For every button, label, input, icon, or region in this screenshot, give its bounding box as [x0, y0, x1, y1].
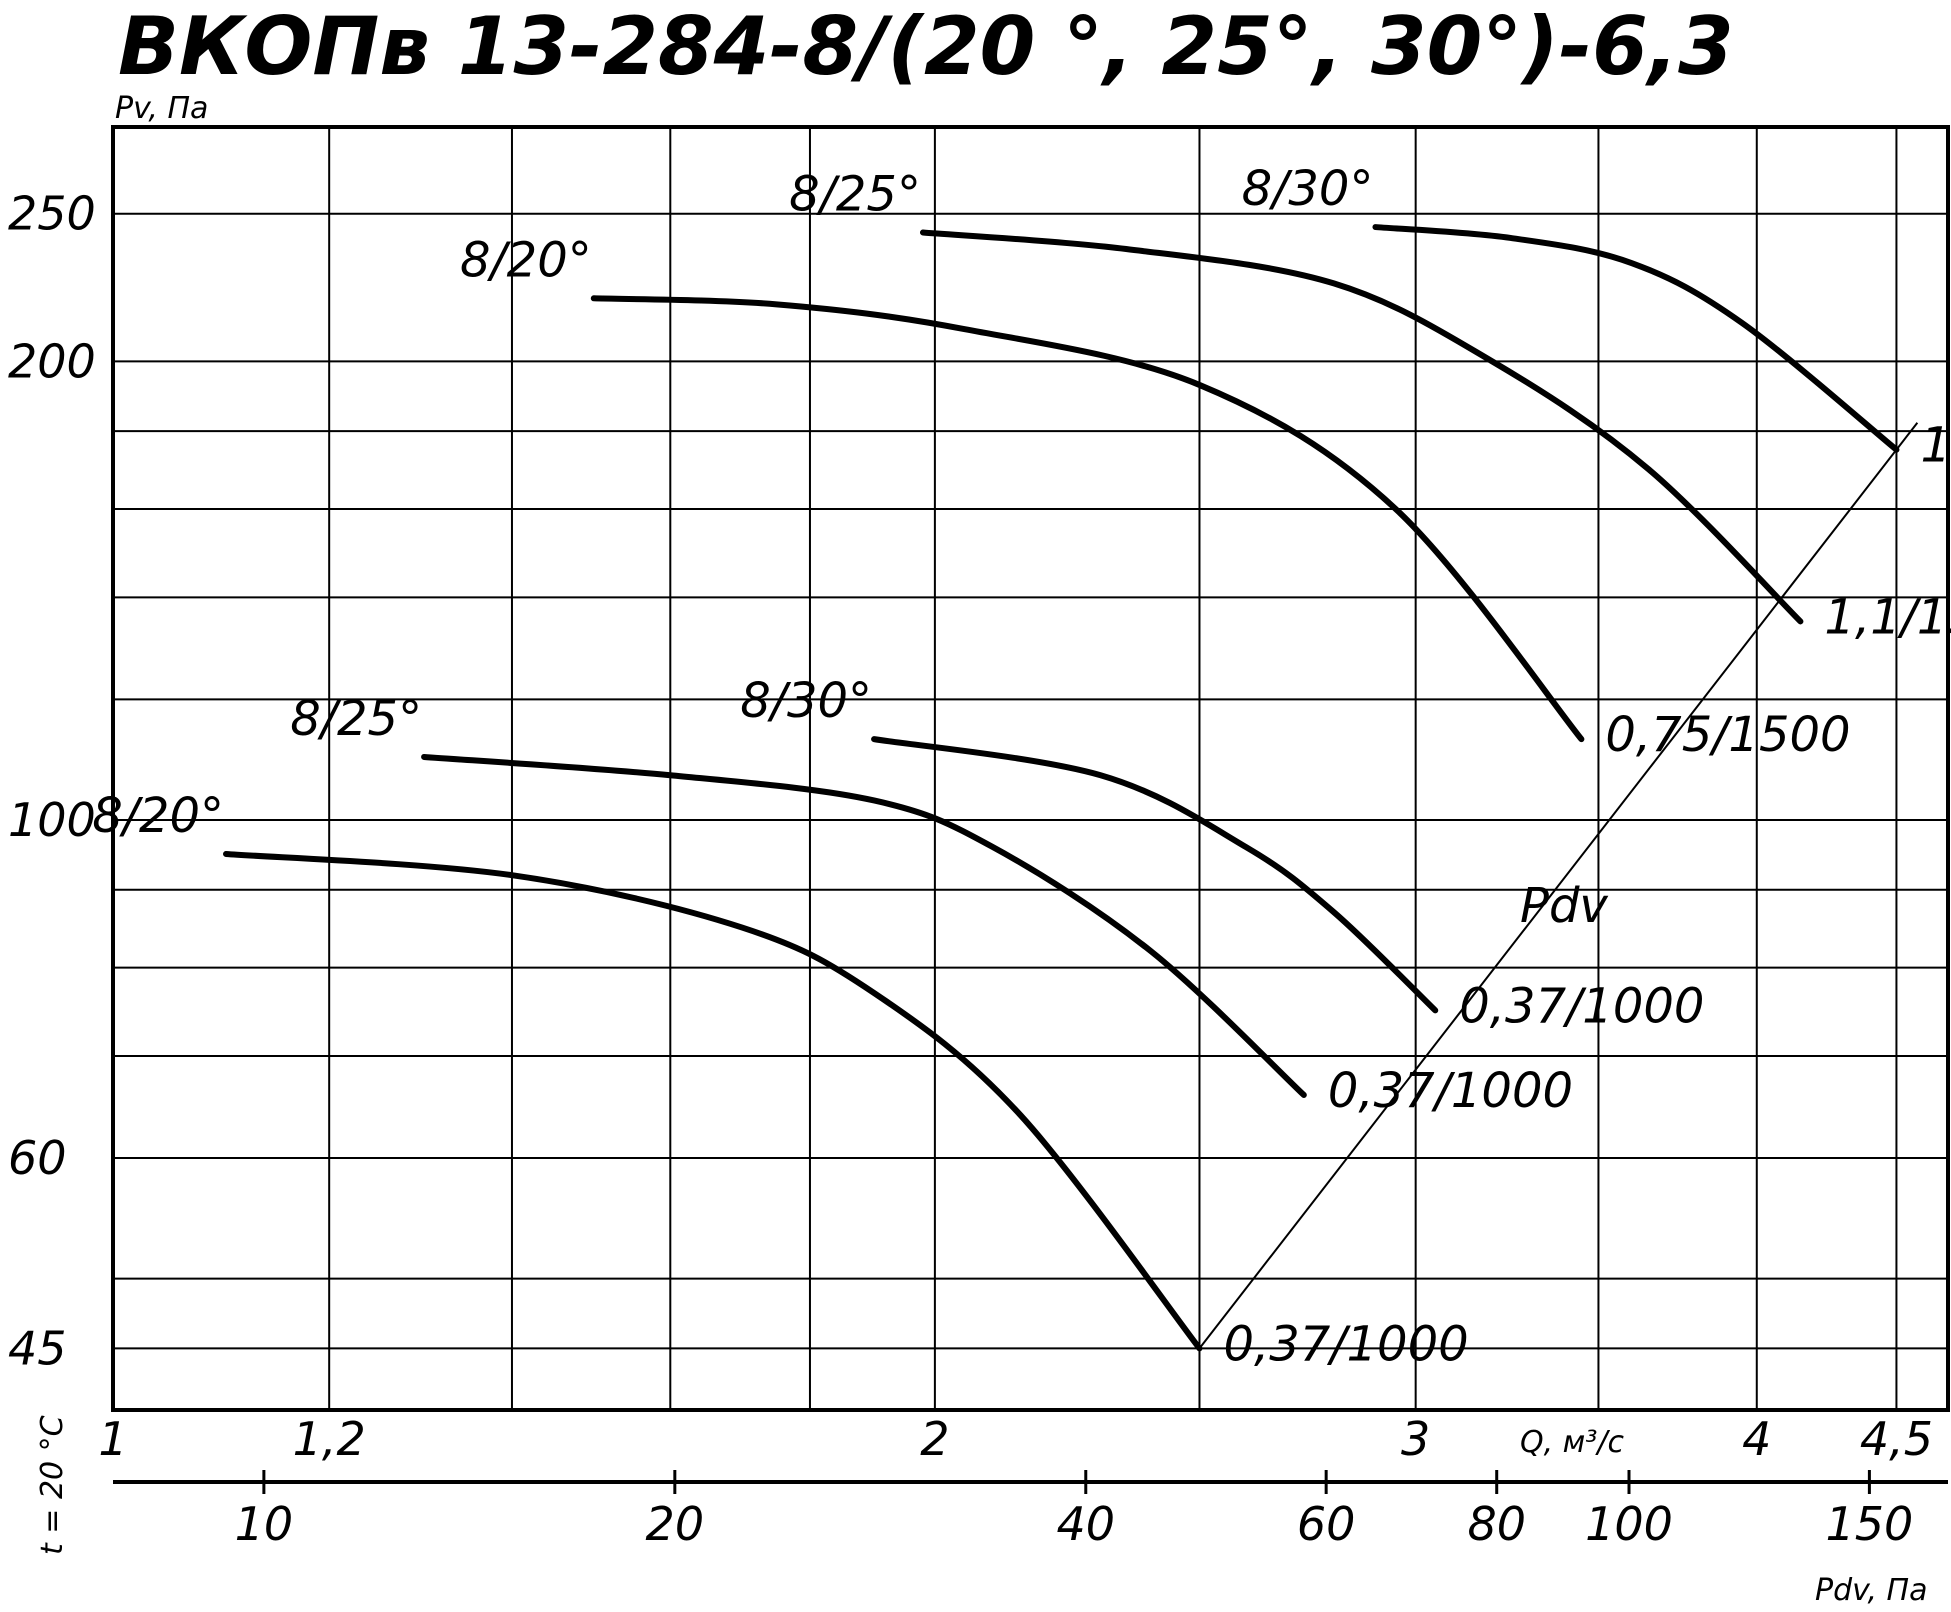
x-tick-label: 1,2	[293, 1412, 366, 1466]
curve-layer: 8/20° 0,37/1000 8/25° 0,37/1000 8/30° 0,37/10…	[92, 161, 1951, 1372]
curve-name-label: 8/25°	[789, 166, 921, 222]
pdv-tick-label: 20	[646, 1497, 705, 1551]
motor-label: 0,37/1000	[1223, 1316, 1468, 1372]
performance-curve	[871, 736, 1439, 1014]
x-tick-label: 1	[98, 1412, 127, 1466]
chart-title: ВКОПв 13-284-8/(20 °, 25°, 30°)-6,3	[118, 0, 1734, 93]
pdv-axis-layer: 10 20 40 60 80 100 150	[235, 1470, 1913, 1551]
curve-name-label: 8/30°	[740, 673, 872, 729]
pdv-tick-label: 100	[1585, 1497, 1673, 1551]
pdv-tick-label: 10	[235, 1497, 294, 1551]
y-tick-label: 45	[8, 1321, 67, 1375]
y-tick-label: 100	[8, 793, 96, 847]
performance-curve	[421, 753, 1307, 1098]
motor-label: 0,75/1500	[1605, 707, 1850, 763]
curve-name-label: 8/20°	[460, 232, 592, 288]
curve-name-label: 8/25°	[290, 691, 422, 747]
q-axis-label: Q, м³/с	[1520, 1425, 1624, 1460]
grid-layer	[113, 127, 1948, 1410]
pdv-tick-label: 60	[1297, 1497, 1356, 1551]
curve-name-label: 8/30°	[1242, 161, 1374, 217]
pdv-tick-label: 150	[1825, 1497, 1913, 1551]
curve-name-label: 8/20°	[92, 788, 224, 844]
temperature-note: t = 20 °C	[35, 1415, 70, 1555]
performance-curve	[223, 850, 1203, 1352]
motor-label: 1,1/1500	[1824, 589, 1951, 645]
y-axis-label: Pv, Па	[115, 91, 208, 126]
performance-curve	[919, 229, 1804, 625]
performance-curve	[590, 295, 1585, 743]
motor-label: 1,5/1500	[1920, 418, 1951, 474]
y-tick-label: 60	[8, 1131, 67, 1185]
pdv-line-label: Pdv	[1520, 878, 1608, 934]
y-tick-label: 250	[8, 187, 96, 241]
x-tick-label: 2	[920, 1412, 949, 1466]
motor-label: 0,37/1000	[1328, 1063, 1573, 1119]
pdv-diagonal-line	[1198, 422, 1919, 1350]
pdv-tick-label: 80	[1467, 1497, 1526, 1551]
performance-curve	[1372, 224, 1900, 453]
x-tick-label: 4,5	[1860, 1412, 1933, 1466]
y-tick-label: 200	[8, 334, 96, 388]
pdv-tick-label: 40	[1056, 1497, 1115, 1551]
x-tick-label: 3	[1401, 1412, 1430, 1466]
tick-layer: 45 60 100 200 250 1 1,2 2 3 4 4,5	[8, 187, 1933, 1466]
plot-frame	[111, 125, 1950, 1412]
x-tick-label: 4	[1742, 1412, 1771, 1466]
pdv-axis-label: Pdv, Па	[1815, 1573, 1927, 1608]
motor-label: 0,37/1000	[1459, 978, 1704, 1034]
